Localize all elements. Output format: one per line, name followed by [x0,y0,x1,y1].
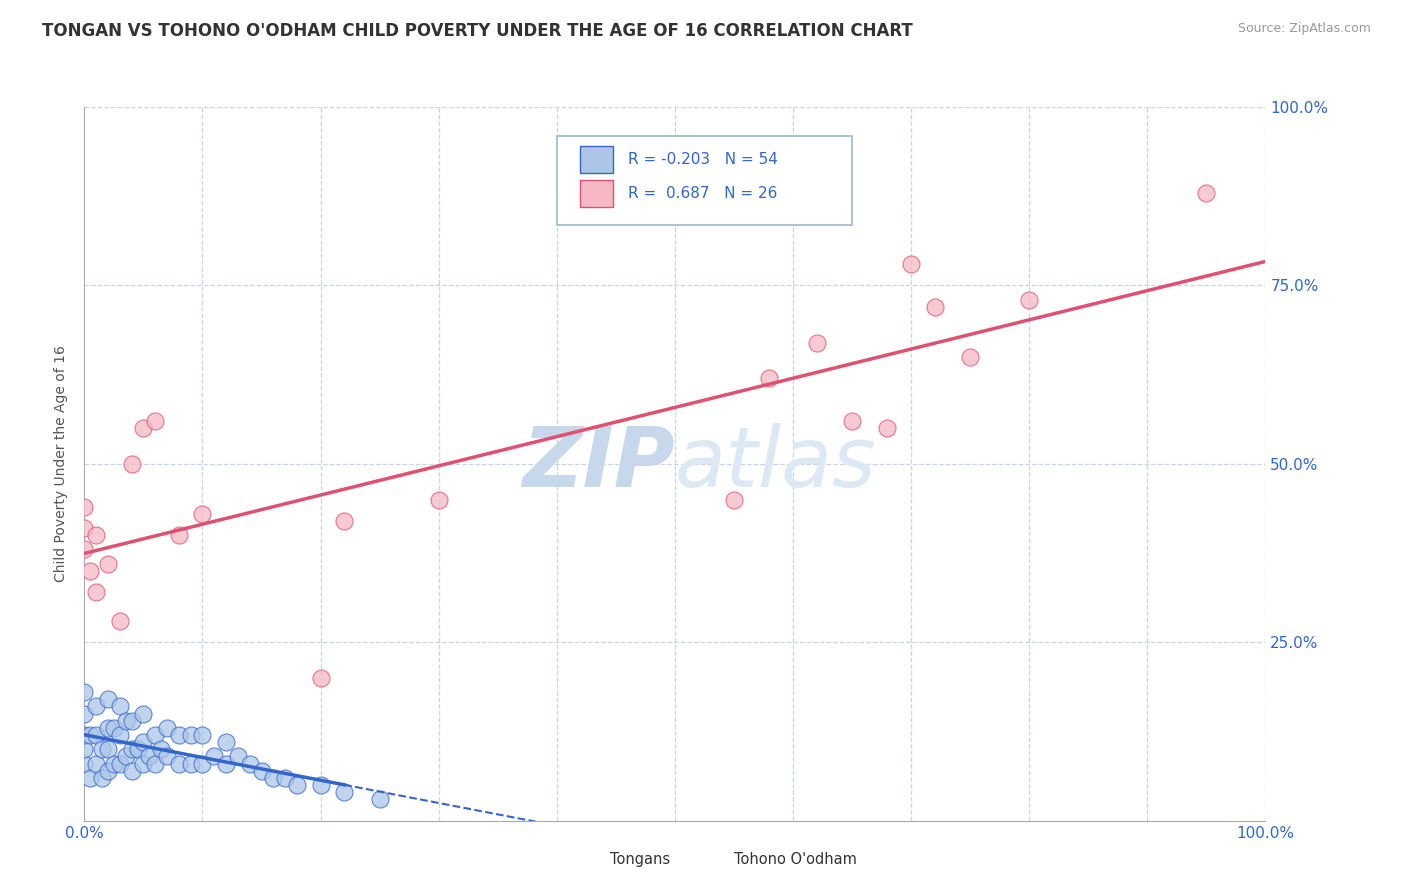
Text: Tongans: Tongans [610,852,671,867]
Point [262,771,284,785]
Point [427,492,450,507]
Point [84,528,107,542]
Point [73,500,96,514]
Text: Source: ZipAtlas.com: Source: ZipAtlas.com [1237,22,1371,36]
Point [806,335,828,350]
Point [97,742,120,756]
Point [97,692,120,706]
Point [191,728,214,742]
Y-axis label: Child Poverty Under the Age of 16: Child Poverty Under the Age of 16 [55,345,69,582]
Point [333,514,356,528]
Point [723,492,745,507]
FancyBboxPatch shape [581,146,613,173]
Point [1195,186,1218,200]
Point [924,300,946,314]
Text: ZIP: ZIP [522,424,675,504]
Point [73,756,96,771]
Point [132,706,155,721]
Point [180,728,202,742]
Point [91,742,114,756]
Point [97,764,120,778]
Point [114,749,136,764]
Point [108,756,131,771]
Text: Tohono O'odham: Tohono O'odham [734,852,856,867]
Point [215,735,238,749]
Point [132,735,155,749]
Text: R =  0.687   N = 26: R = 0.687 N = 26 [627,186,778,201]
Point [1018,293,1040,307]
Point [84,699,107,714]
Point [97,557,120,571]
Point [143,414,166,428]
Point [150,742,173,756]
Point [121,742,143,756]
Point [84,756,107,771]
Point [132,421,155,435]
Point [108,614,131,628]
Point [167,756,190,771]
Point [167,728,190,742]
Text: R = -0.203   N = 54: R = -0.203 N = 54 [627,153,778,168]
Point [121,714,143,728]
Point [156,721,179,735]
Point [368,792,391,806]
Point [121,457,143,471]
Point [841,414,863,428]
Point [309,778,332,792]
FancyBboxPatch shape [699,847,724,871]
Point [84,585,107,599]
Point [97,721,120,735]
Point [132,756,155,771]
Point [191,507,214,521]
Point [84,728,107,742]
Point [285,778,308,792]
Point [79,771,101,785]
FancyBboxPatch shape [581,180,613,207]
Point [758,371,780,385]
Point [309,671,332,685]
Point [79,728,101,742]
Point [143,756,166,771]
Point [121,764,143,778]
Point [191,756,214,771]
Point [167,528,190,542]
Point [114,714,136,728]
Point [73,706,96,721]
Point [108,728,131,742]
Point [108,699,131,714]
Point [959,350,981,364]
Point [73,728,96,742]
Point [876,421,898,435]
Point [333,785,356,799]
Point [103,721,125,735]
Point [202,749,225,764]
Point [79,564,101,578]
Text: atlas: atlas [675,424,876,504]
Point [73,742,96,756]
Point [900,257,922,271]
Point [73,685,96,699]
Point [156,749,179,764]
Point [91,771,114,785]
Text: TONGAN VS TOHONO O'ODHAM CHILD POVERTY UNDER THE AGE OF 16 CORRELATION CHART: TONGAN VS TOHONO O'ODHAM CHILD POVERTY U… [42,22,912,40]
Point [250,764,273,778]
FancyBboxPatch shape [575,847,600,871]
Point [73,542,96,557]
Point [180,756,202,771]
Point [215,756,238,771]
Point [226,749,249,764]
Point [103,756,125,771]
Point [143,728,166,742]
Point [138,749,160,764]
FancyBboxPatch shape [557,136,852,225]
Point [73,521,96,535]
Point [127,742,149,756]
Point [239,756,262,771]
Point [274,771,297,785]
